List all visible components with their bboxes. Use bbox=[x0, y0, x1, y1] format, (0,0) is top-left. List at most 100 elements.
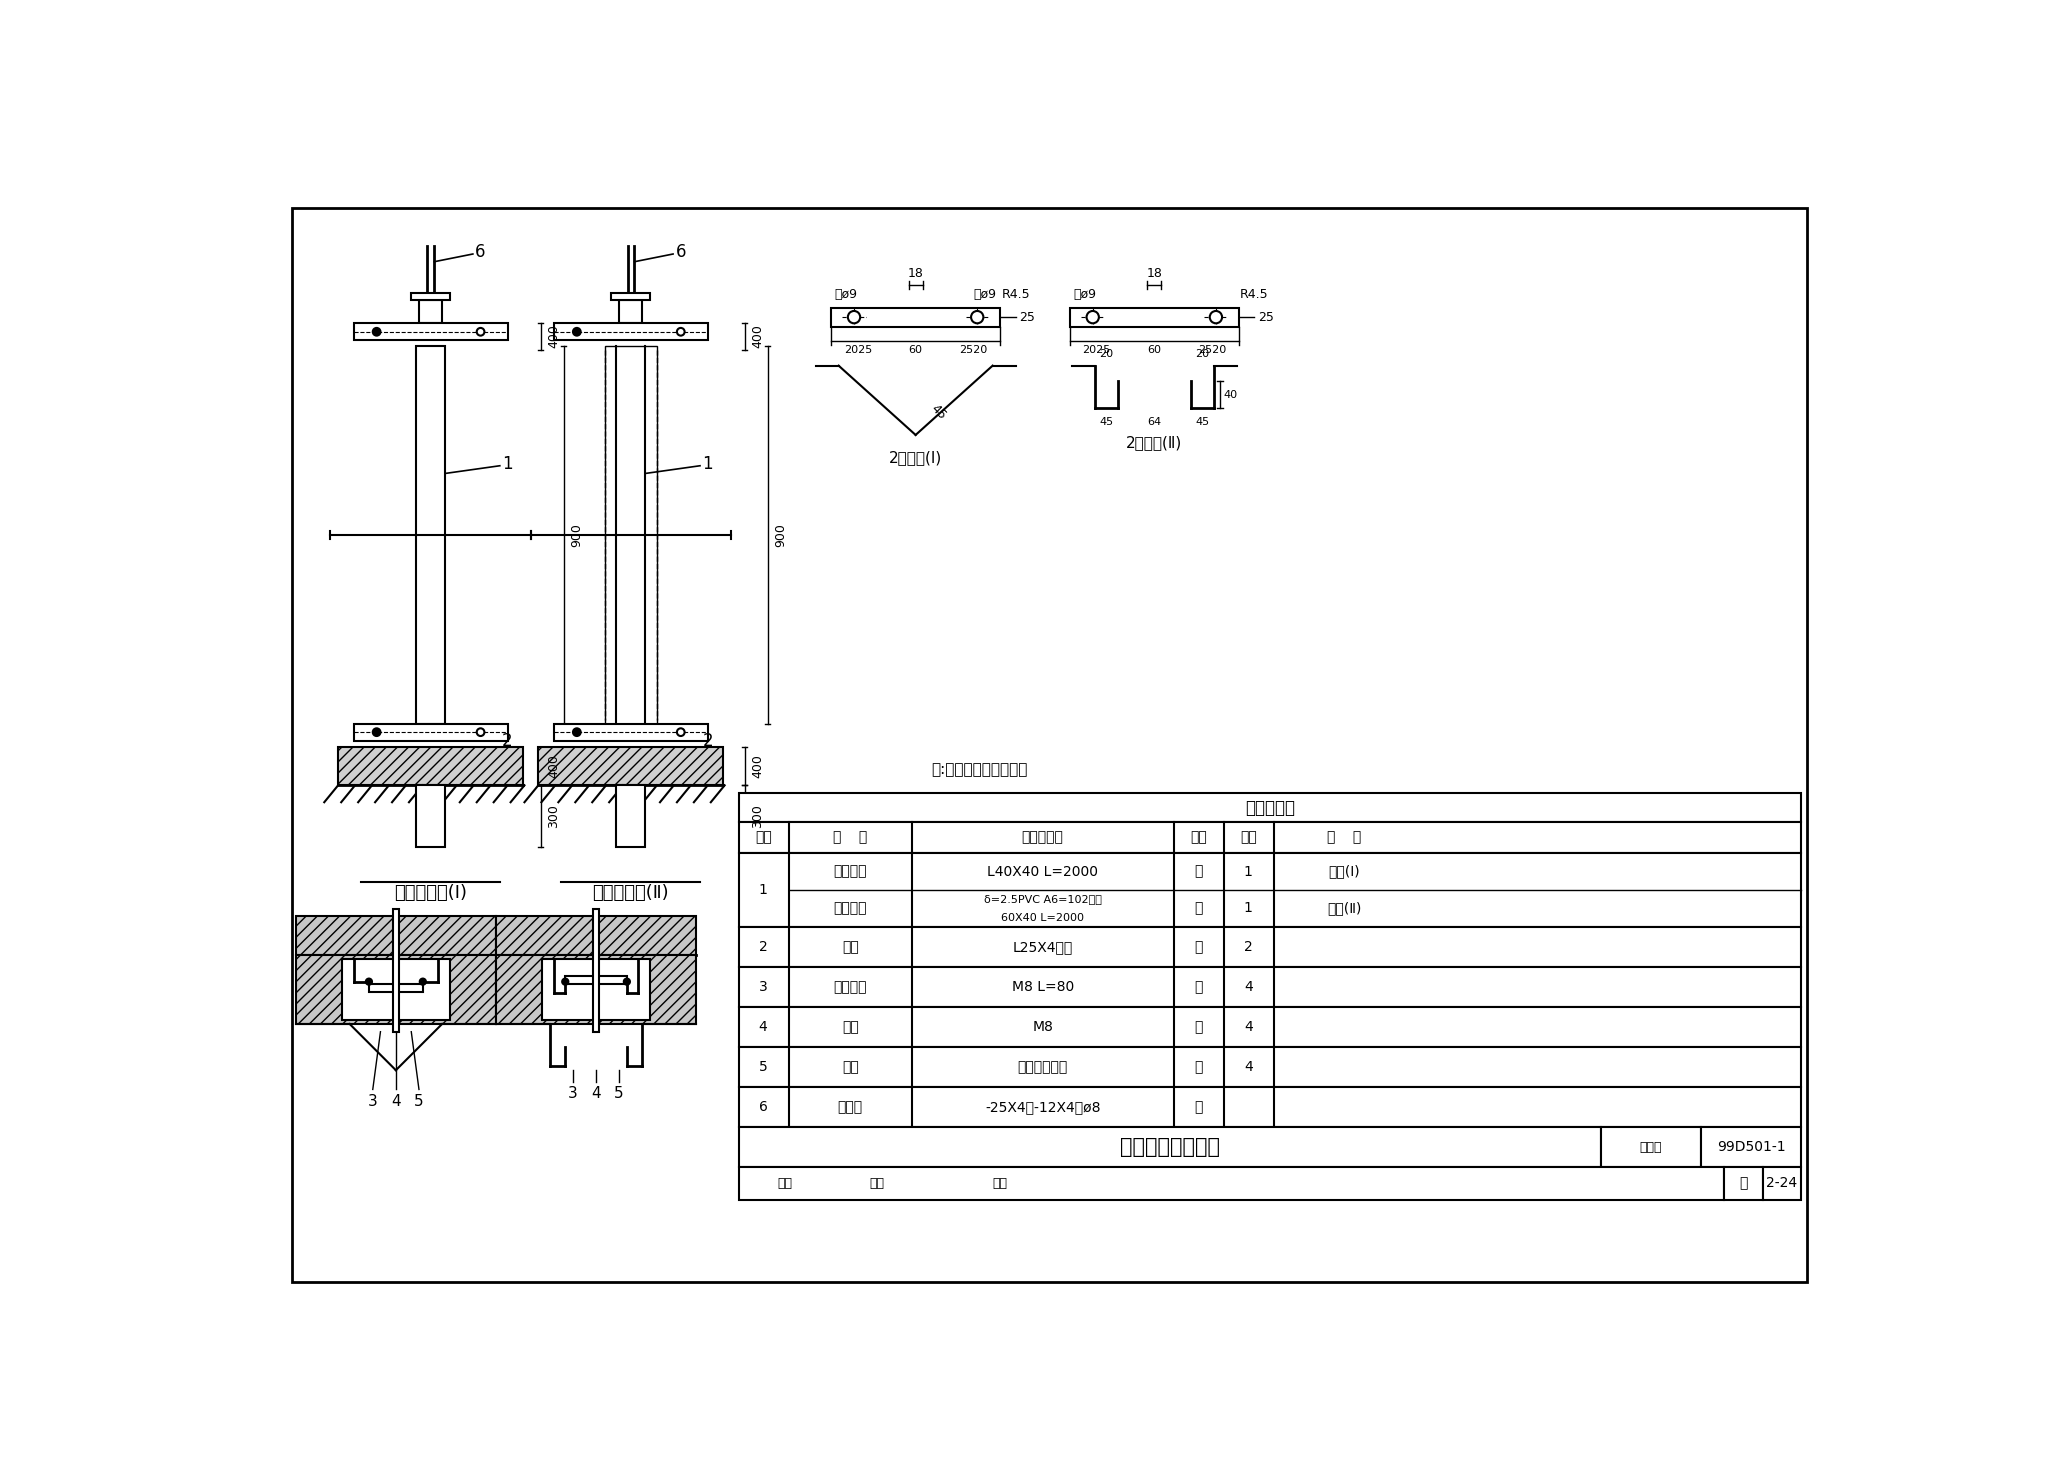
Bar bbox=[416, 785, 444, 847]
Text: 孔ø9: 孔ø9 bbox=[973, 288, 997, 301]
Circle shape bbox=[678, 327, 684, 336]
Text: 膨胀螺栓: 膨胀螺栓 bbox=[834, 979, 866, 994]
Bar bbox=[739, 1127, 1602, 1167]
Text: 2: 2 bbox=[1243, 940, 1253, 954]
Text: 4: 4 bbox=[1243, 979, 1253, 994]
Bar bbox=[553, 724, 709, 740]
Circle shape bbox=[373, 327, 381, 336]
Circle shape bbox=[848, 311, 860, 323]
Text: 方案(Ⅰ): 方案(Ⅰ) bbox=[1329, 864, 1360, 879]
Text: 引下线保护(Ⅱ): 引下线保护(Ⅱ) bbox=[592, 884, 670, 903]
Text: 900: 900 bbox=[569, 524, 584, 547]
Text: 名    称: 名 称 bbox=[834, 830, 866, 845]
Text: 6: 6 bbox=[475, 243, 485, 261]
Text: 45: 45 bbox=[1194, 417, 1208, 426]
Text: 5: 5 bbox=[414, 1093, 424, 1109]
Bar bbox=[539, 746, 723, 785]
Text: 18: 18 bbox=[907, 267, 924, 280]
Bar bbox=[354, 724, 508, 740]
Circle shape bbox=[625, 978, 631, 985]
Text: 引下线保护(Ⅰ): 引下线保护(Ⅰ) bbox=[393, 884, 467, 903]
Bar bbox=[739, 1087, 1800, 1127]
Text: 2520: 2520 bbox=[958, 345, 987, 355]
Bar bbox=[739, 1167, 1724, 1199]
Circle shape bbox=[1210, 311, 1223, 323]
Text: L25X4制作: L25X4制作 bbox=[1012, 940, 1073, 954]
Bar bbox=[342, 959, 451, 1021]
Text: 型号及规格: 型号及规格 bbox=[1022, 830, 1063, 845]
Bar bbox=[612, 292, 649, 301]
Text: 2025: 2025 bbox=[1083, 345, 1110, 355]
Text: 图集号: 图集号 bbox=[1640, 1140, 1663, 1153]
Text: 400: 400 bbox=[752, 754, 764, 777]
Text: 校对: 校对 bbox=[870, 1177, 885, 1190]
Text: 根: 根 bbox=[1194, 901, 1202, 916]
Text: 1: 1 bbox=[702, 456, 713, 473]
Bar bbox=[295, 954, 496, 1024]
Text: 1: 1 bbox=[1243, 901, 1253, 916]
Bar bbox=[739, 968, 1800, 1007]
Text: 400: 400 bbox=[547, 754, 561, 777]
Bar bbox=[739, 1047, 1800, 1087]
Text: 引下线: 引下线 bbox=[838, 1100, 862, 1114]
Circle shape bbox=[573, 729, 582, 736]
Text: 2025: 2025 bbox=[844, 345, 872, 355]
Text: 4: 4 bbox=[760, 1021, 768, 1034]
Text: 注:卡子作热镇锌处理。: 注:卡子作热镇锌处理。 bbox=[932, 763, 1028, 777]
Text: 45: 45 bbox=[928, 401, 948, 422]
Text: 20: 20 bbox=[1100, 350, 1114, 358]
Text: R4.5: R4.5 bbox=[1001, 288, 1030, 301]
Text: 64: 64 bbox=[1147, 417, 1161, 426]
Text: 备    注: 备 注 bbox=[1327, 830, 1362, 845]
Text: 400: 400 bbox=[752, 324, 764, 348]
Text: -25X4、-12X4或ø8: -25X4、-12X4或ø8 bbox=[985, 1100, 1100, 1114]
Text: M8 L=80: M8 L=80 bbox=[1012, 979, 1073, 994]
Text: 60: 60 bbox=[909, 345, 922, 355]
Text: 设计: 设计 bbox=[993, 1177, 1008, 1190]
Bar bbox=[1763, 1167, 1800, 1199]
Text: 页: 页 bbox=[1739, 1177, 1747, 1190]
Circle shape bbox=[373, 729, 381, 736]
Bar bbox=[604, 347, 657, 724]
Text: L40X40 L=2000: L40X40 L=2000 bbox=[987, 864, 1098, 879]
Circle shape bbox=[971, 311, 983, 323]
Text: 2520: 2520 bbox=[1198, 345, 1227, 355]
Text: 米: 米 bbox=[1194, 1100, 1202, 1114]
Text: 2: 2 bbox=[702, 732, 713, 749]
Text: 卡子: 卡子 bbox=[842, 940, 858, 954]
Bar bbox=[1069, 308, 1239, 327]
Text: 18: 18 bbox=[1147, 267, 1163, 280]
Circle shape bbox=[477, 729, 485, 736]
Circle shape bbox=[420, 978, 426, 985]
Bar bbox=[496, 954, 696, 1024]
Bar bbox=[739, 926, 1800, 968]
Bar bbox=[295, 916, 496, 954]
Text: 方案(Ⅱ): 方案(Ⅱ) bbox=[1327, 901, 1362, 916]
Text: 20: 20 bbox=[1194, 350, 1208, 358]
Text: R4.5: R4.5 bbox=[1241, 288, 1268, 301]
Text: 编号: 编号 bbox=[756, 830, 772, 845]
Text: 25: 25 bbox=[1257, 311, 1274, 323]
Text: 审核: 审核 bbox=[778, 1177, 793, 1190]
Bar bbox=[616, 785, 645, 847]
Text: 3: 3 bbox=[760, 979, 768, 994]
Text: 个: 个 bbox=[1194, 940, 1202, 954]
Text: δ=2.5PVC A6=102厘米: δ=2.5PVC A6=102厘米 bbox=[983, 894, 1102, 904]
Bar bbox=[618, 301, 643, 323]
Text: 3: 3 bbox=[369, 1093, 377, 1109]
Text: 1: 1 bbox=[758, 884, 768, 897]
Bar bbox=[739, 822, 1800, 853]
Text: 5: 5 bbox=[760, 1061, 768, 1074]
Bar bbox=[420, 301, 442, 323]
Text: 6: 6 bbox=[758, 1100, 768, 1114]
Text: 保护槽板: 保护槽板 bbox=[834, 901, 866, 916]
Text: 3: 3 bbox=[567, 1086, 578, 1100]
Text: 弹簧垒及垒圈: 弹簧垒及垒圈 bbox=[1018, 1061, 1067, 1074]
Text: 孔ø9: 孔ø9 bbox=[1073, 288, 1096, 301]
Bar bbox=[543, 959, 649, 1021]
Bar bbox=[739, 794, 1800, 822]
Bar bbox=[1602, 1127, 1702, 1167]
Text: 孔ø9: 孔ø9 bbox=[836, 288, 858, 301]
Text: 4: 4 bbox=[1243, 1061, 1253, 1074]
Text: 99D501-1: 99D501-1 bbox=[1716, 1140, 1786, 1155]
